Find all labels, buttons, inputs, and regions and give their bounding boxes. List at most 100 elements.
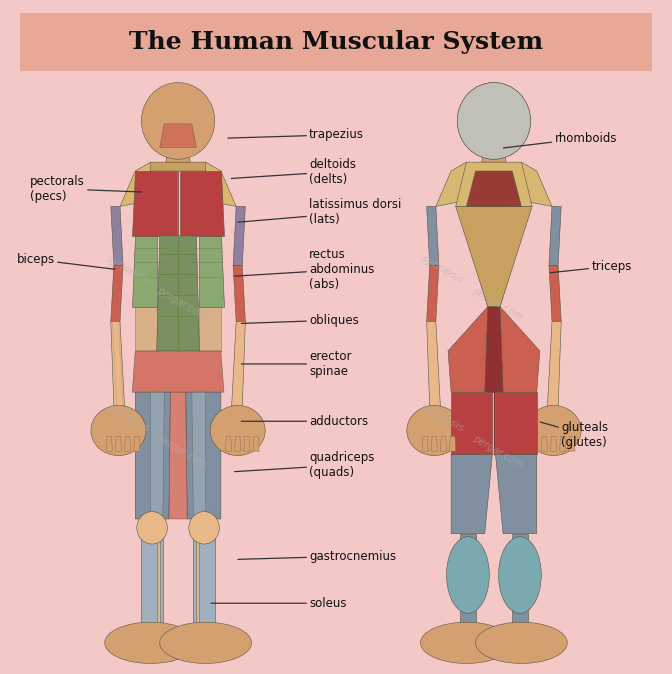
Polygon shape [244, 437, 250, 451]
Polygon shape [485, 307, 503, 392]
Polygon shape [436, 162, 466, 206]
Ellipse shape [421, 622, 512, 663]
Polygon shape [466, 206, 521, 307]
Polygon shape [431, 437, 437, 451]
Ellipse shape [457, 82, 531, 159]
Polygon shape [569, 437, 575, 451]
Polygon shape [226, 437, 232, 451]
Text: gastrocnemius: gastrocnemius [238, 549, 396, 563]
Ellipse shape [160, 622, 251, 663]
Text: erector
spinae: erector spinae [241, 350, 351, 378]
Text: triceps: triceps [550, 259, 632, 273]
Polygon shape [141, 534, 163, 625]
Text: synopsis: synopsis [420, 402, 467, 434]
Polygon shape [560, 437, 566, 451]
Ellipse shape [446, 537, 489, 613]
Text: quadriceps
(quads): quadriceps (quads) [235, 451, 374, 479]
Polygon shape [427, 321, 440, 407]
Polygon shape [460, 534, 476, 625]
Text: deltoids
(delts): deltoids (delts) [231, 158, 356, 186]
Text: obliques: obliques [241, 313, 359, 327]
Ellipse shape [210, 406, 265, 456]
Text: trapezius: trapezius [228, 128, 364, 142]
Polygon shape [549, 206, 561, 266]
FancyBboxPatch shape [20, 13, 652, 71]
Polygon shape [233, 266, 245, 321]
Polygon shape [466, 171, 521, 206]
Polygon shape [157, 534, 160, 625]
Polygon shape [448, 307, 540, 392]
Text: latissimus dorsi
(lats): latissimus dorsi (lats) [238, 198, 401, 226]
Polygon shape [550, 437, 556, 451]
Polygon shape [427, 266, 439, 321]
Polygon shape [233, 206, 245, 266]
Polygon shape [206, 162, 236, 206]
Polygon shape [456, 162, 532, 206]
Polygon shape [422, 437, 428, 451]
Text: pergar.com: pergar.com [470, 285, 524, 321]
Text: biceps: biceps [17, 253, 115, 269]
Polygon shape [200, 236, 224, 307]
Polygon shape [185, 392, 221, 519]
Text: pectorals
(pecs): pectorals (pecs) [30, 175, 142, 203]
Polygon shape [495, 392, 537, 454]
Ellipse shape [141, 82, 215, 159]
Text: rectus
abdominus
(abs): rectus abdominus (abs) [235, 248, 374, 291]
Polygon shape [450, 437, 456, 451]
Polygon shape [196, 534, 200, 625]
Polygon shape [194, 534, 215, 625]
Text: synopsis: synopsis [104, 253, 151, 286]
Text: The Human Muscular System: The Human Muscular System [129, 30, 543, 54]
Polygon shape [549, 266, 561, 321]
Polygon shape [140, 162, 216, 171]
Polygon shape [120, 162, 151, 206]
Polygon shape [135, 307, 157, 351]
Text: pergar.com: pergar.com [155, 285, 208, 321]
Text: rhomboids: rhomboids [503, 131, 617, 148]
Polygon shape [451, 454, 493, 534]
Polygon shape [253, 437, 259, 451]
Ellipse shape [189, 512, 219, 544]
Polygon shape [451, 392, 493, 454]
Polygon shape [548, 321, 561, 407]
Ellipse shape [91, 406, 146, 456]
Ellipse shape [476, 622, 567, 663]
Polygon shape [235, 437, 241, 451]
Polygon shape [132, 236, 157, 307]
Polygon shape [157, 236, 200, 351]
Polygon shape [151, 392, 165, 519]
Polygon shape [232, 321, 245, 407]
Ellipse shape [407, 406, 462, 456]
Polygon shape [106, 437, 112, 451]
Polygon shape [542, 437, 548, 451]
Text: synopsis: synopsis [104, 402, 151, 434]
Text: pergar.com: pergar.com [155, 433, 208, 470]
Polygon shape [200, 307, 221, 351]
Polygon shape [135, 392, 171, 519]
Polygon shape [427, 206, 439, 266]
Text: soleus: soleus [211, 596, 347, 610]
Polygon shape [111, 206, 123, 266]
Polygon shape [179, 171, 224, 236]
Polygon shape [132, 351, 224, 392]
Polygon shape [440, 437, 446, 451]
Polygon shape [134, 437, 140, 451]
Text: adductors: adductors [241, 415, 368, 428]
Text: synopsis: synopsis [420, 253, 467, 286]
Polygon shape [116, 437, 122, 451]
Polygon shape [495, 454, 537, 534]
Polygon shape [521, 162, 552, 206]
Polygon shape [169, 392, 187, 519]
Polygon shape [512, 534, 528, 625]
Polygon shape [124, 437, 130, 451]
Polygon shape [132, 171, 177, 236]
Text: pergar.com: pergar.com [470, 433, 524, 470]
Polygon shape [160, 124, 196, 148]
Ellipse shape [526, 406, 581, 456]
Ellipse shape [137, 512, 167, 544]
Text: gluteals
(glutes): gluteals (glutes) [540, 421, 608, 449]
Polygon shape [482, 144, 506, 162]
Ellipse shape [105, 622, 196, 663]
Polygon shape [111, 321, 124, 407]
Polygon shape [166, 144, 190, 162]
